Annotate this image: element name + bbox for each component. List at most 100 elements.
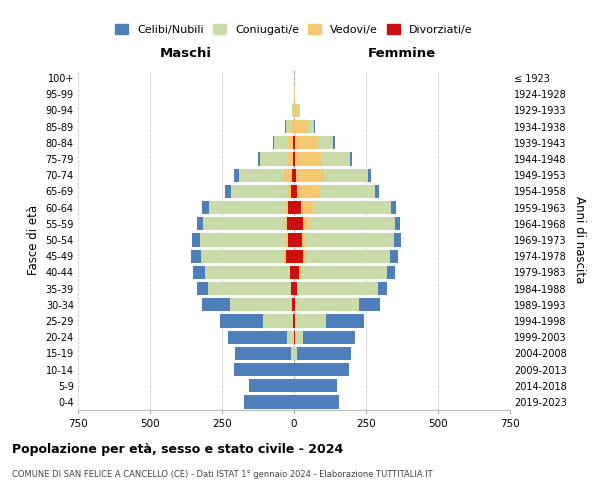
Bar	[287, 185, 291, 198]
Bar	[298, 282, 378, 295]
Y-axis label: Anni di nascita: Anni di nascita	[572, 196, 586, 284]
Bar	[290, 266, 294, 279]
Bar	[295, 152, 322, 166]
Bar	[294, 298, 295, 312]
Bar	[294, 363, 349, 376]
Bar	[287, 152, 293, 166]
Bar	[291, 185, 294, 198]
Bar	[203, 217, 286, 230]
Bar	[197, 282, 208, 295]
Bar	[302, 234, 307, 246]
Bar	[301, 266, 387, 279]
Bar	[395, 217, 400, 230]
Bar	[326, 314, 364, 328]
Bar	[302, 250, 305, 263]
Bar	[307, 120, 314, 134]
Bar	[286, 201, 288, 214]
Bar	[294, 120, 307, 134]
Legend: Celibi/Nubili, Coniugati/e, Vedovi/e, Divorziati/e: Celibi/Nubili, Coniugati/e, Vedovi/e, Di…	[112, 21, 476, 38]
Bar	[317, 136, 334, 149]
Y-axis label: Fasce di età: Fasce di età	[27, 205, 40, 275]
Bar	[233, 363, 294, 376]
Bar	[296, 168, 323, 182]
Bar	[294, 346, 298, 360]
Bar	[225, 185, 230, 198]
Bar	[295, 298, 359, 312]
Bar	[286, 234, 287, 246]
Bar	[201, 250, 284, 263]
Bar	[368, 168, 371, 182]
Bar	[387, 266, 395, 279]
Text: Maschi: Maschi	[160, 48, 212, 60]
Bar	[298, 104, 300, 117]
Text: COMUNE DI SAN FELICE A CANCELLO (CE) - Dati ISTAT 1° gennaio 2024 - Elaborazione: COMUNE DI SAN FELICE A CANCELLO (CE) - D…	[12, 470, 433, 479]
Bar	[323, 168, 368, 182]
Bar	[359, 298, 380, 312]
Bar	[286, 250, 294, 263]
Bar	[294, 266, 299, 279]
Bar	[202, 298, 230, 312]
Bar	[350, 152, 352, 166]
Bar	[234, 168, 239, 182]
Text: Femmine: Femmine	[368, 48, 436, 60]
Bar	[322, 152, 350, 166]
Bar	[286, 217, 287, 230]
Bar	[292, 120, 294, 134]
Bar	[244, 396, 294, 408]
Bar	[192, 234, 200, 246]
Bar	[292, 104, 293, 117]
Bar	[303, 330, 355, 344]
Bar	[294, 217, 303, 230]
Bar	[294, 250, 302, 263]
Bar	[230, 298, 292, 312]
Bar	[299, 266, 301, 279]
Bar	[394, 234, 401, 246]
Bar	[391, 250, 398, 263]
Bar	[310, 217, 395, 230]
Bar	[290, 282, 294, 295]
Bar	[235, 346, 291, 360]
Bar	[375, 185, 379, 198]
Bar	[200, 234, 286, 246]
Bar	[294, 234, 302, 246]
Bar	[193, 266, 205, 279]
Bar	[220, 314, 263, 328]
Bar	[334, 136, 335, 149]
Bar	[208, 282, 290, 295]
Bar	[286, 120, 292, 134]
Bar	[284, 168, 292, 182]
Bar	[294, 152, 295, 166]
Bar	[378, 282, 388, 295]
Bar	[250, 379, 294, 392]
Bar	[202, 201, 209, 214]
Bar	[230, 185, 287, 198]
Bar	[260, 152, 287, 166]
Bar	[295, 136, 317, 149]
Bar	[288, 201, 294, 214]
Bar	[319, 185, 375, 198]
Bar	[294, 396, 338, 408]
Bar	[294, 201, 301, 214]
Bar	[298, 346, 351, 360]
Bar	[294, 282, 297, 295]
Bar	[191, 250, 201, 263]
Bar	[284, 250, 286, 263]
Bar	[305, 250, 391, 263]
Bar	[288, 136, 293, 149]
Bar	[209, 201, 286, 214]
Bar	[303, 217, 310, 230]
Bar	[391, 201, 396, 214]
Bar	[287, 234, 294, 246]
Bar	[294, 104, 298, 117]
Bar	[258, 152, 260, 166]
Bar	[274, 136, 288, 149]
Bar	[197, 217, 203, 230]
Bar	[294, 379, 337, 392]
Bar	[295, 330, 303, 344]
Bar	[307, 234, 394, 246]
Bar	[298, 185, 319, 198]
Bar	[239, 168, 284, 182]
Bar	[228, 330, 287, 344]
Text: Popolazione per età, sesso e stato civile - 2024: Popolazione per età, sesso e stato civil…	[12, 442, 343, 456]
Bar	[301, 201, 313, 214]
